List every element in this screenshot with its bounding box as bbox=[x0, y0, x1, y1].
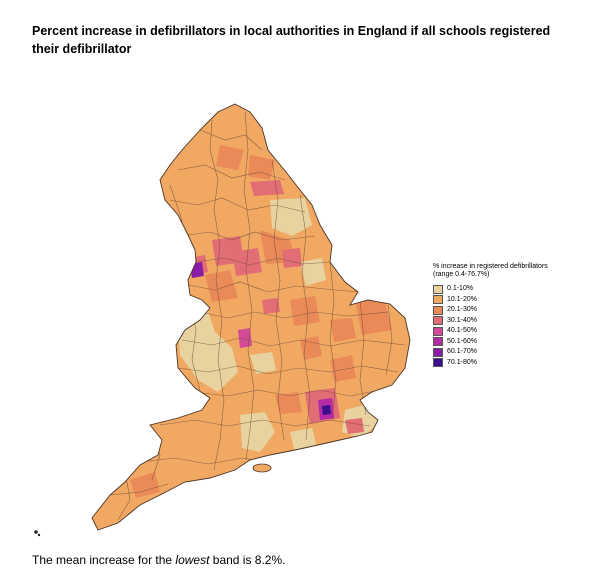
legend-swatch bbox=[433, 295, 443, 305]
legend-item-10-20: 10.1-20% bbox=[433, 295, 593, 306]
legend-swatch bbox=[433, 358, 443, 368]
legend-swatch bbox=[433, 284, 443, 294]
legend-swatch bbox=[433, 347, 443, 357]
legend-item-40-50: 40.1-50% bbox=[433, 326, 593, 337]
map-title: Percent increase in defibrillators in lo… bbox=[32, 24, 551, 56]
legend-swatch bbox=[433, 305, 443, 315]
legend-item-50-60: 50.1-60% bbox=[433, 337, 593, 348]
legend-item-60-70: 60.1-70% bbox=[433, 347, 593, 358]
legend-item-30-40: 30.1-40% bbox=[433, 316, 593, 327]
legend-swatch bbox=[433, 337, 443, 347]
footnote: The mean increase for the lowest band is… bbox=[32, 553, 286, 567]
legend-item-70-80: 70.1-80% bbox=[433, 358, 593, 369]
legend-item-0-10: 0.1-10% bbox=[433, 284, 593, 295]
legend-swatch bbox=[433, 316, 443, 326]
legend-swatch bbox=[433, 326, 443, 336]
map-legend: % increase in registered defibrillators … bbox=[433, 263, 593, 368]
legend-item-20-30: 20.1-30% bbox=[433, 305, 593, 316]
legend-title: % increase in registered defibrillators … bbox=[433, 263, 548, 278]
